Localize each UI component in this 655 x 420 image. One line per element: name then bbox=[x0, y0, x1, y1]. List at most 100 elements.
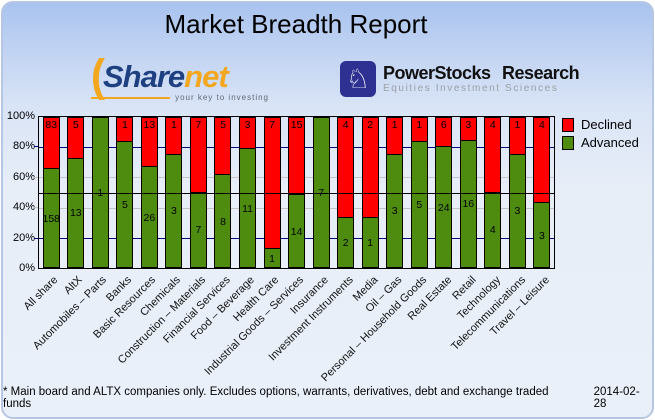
advanced-value-label: 7 bbox=[195, 224, 202, 237]
declined-value-label: 1 bbox=[416, 119, 423, 131]
sharenet-underline bbox=[91, 96, 171, 99]
y-tick-label-20: 20% bbox=[12, 231, 35, 244]
bar-segment-advanced bbox=[140, 166, 158, 268]
y-tick-mark-80 bbox=[34, 146, 38, 148]
bar-segment-advanced bbox=[239, 148, 257, 268]
bar-segment-declined bbox=[361, 117, 379, 218]
bar-slot: 6 24 bbox=[432, 117, 457, 268]
declined-value-label: 2 bbox=[367, 119, 374, 131]
bar-segment-declined bbox=[337, 117, 355, 218]
advanced-value-label: 1 bbox=[269, 252, 275, 265]
sharenet-arc-icon: ( bbox=[91, 50, 105, 101]
bar-segment-advanced bbox=[263, 248, 281, 268]
declined-value-label: 1 bbox=[121, 119, 128, 131]
declined-value-label: 5 bbox=[220, 119, 226, 131]
sharenet-wordmark-net: net bbox=[184, 59, 228, 94]
chess-knight-icon: ♘ bbox=[345, 63, 371, 95]
bar-segment-advanced bbox=[410, 141, 428, 268]
declined-value-label: 5 bbox=[72, 119, 79, 131]
declined-value-label: 4 bbox=[342, 119, 349, 131]
plot-area: 8315851311513261377583117115147422113156… bbox=[38, 116, 555, 269]
bar-slot: 3 11 bbox=[235, 117, 260, 268]
declined-value-label: 1 bbox=[391, 119, 398, 131]
bar-slot: 5 13 bbox=[64, 117, 89, 268]
bar-segment-advanced bbox=[435, 146, 453, 268]
declined-value-label: 7 bbox=[195, 119, 202, 131]
bar-slot: 15 14 bbox=[284, 117, 309, 268]
stacked-bar: 13 26 bbox=[140, 117, 158, 268]
footer: * Main board and ALTX companies only. Ex… bbox=[3, 386, 652, 410]
bar-segment-advanced bbox=[533, 202, 551, 268]
fifty-percent-line bbox=[39, 192, 554, 194]
legend-swatch-declined bbox=[562, 117, 574, 132]
advanced-value-label: 3 bbox=[391, 205, 398, 218]
stacked-bar: 3 16 bbox=[459, 117, 477, 268]
bar-segment-advanced bbox=[214, 174, 232, 268]
advanced-value-label: 3 bbox=[538, 229, 545, 242]
bar-segment-advanced bbox=[484, 191, 502, 268]
advanced-value-label: 24 bbox=[437, 201, 450, 214]
footer-date: 2014-02-28 bbox=[593, 386, 640, 410]
y-tick-mark-20 bbox=[34, 237, 38, 239]
y-tick-label-0: 0% bbox=[19, 262, 35, 274]
advanced-value-label: 11 bbox=[242, 202, 253, 215]
stacked-bar: 6 24 bbox=[435, 117, 453, 268]
legend-label-declined: Declined bbox=[581, 117, 632, 132]
sharenet-tagline: your key to investing bbox=[175, 93, 269, 102]
advanced-value-label: 2 bbox=[342, 236, 349, 249]
advanced-value-label: 5 bbox=[121, 199, 128, 212]
advanced-value-label: 8 bbox=[220, 215, 226, 228]
bar-segment-declined bbox=[263, 117, 281, 250]
bar-segment-advanced bbox=[386, 153, 404, 268]
y-tick-label-40: 40% bbox=[12, 201, 35, 214]
bar-slot: 3 16 bbox=[456, 117, 481, 268]
powerstocks-subtitle: Equities Investment Sciences bbox=[383, 82, 559, 94]
bar-slots: 8315851311513261377583117115147422113156… bbox=[39, 117, 554, 268]
page-title: Market Breadth Report bbox=[164, 9, 428, 39]
advanced-value-label: 5 bbox=[416, 199, 423, 212]
x-category-label: All share bbox=[21, 274, 61, 313]
legend-label-advanced: Advanced bbox=[581, 135, 639, 150]
declined-value-label: 3 bbox=[465, 119, 472, 131]
declined-value-label: 1 bbox=[514, 119, 521, 131]
declined-value-label: 4 bbox=[489, 119, 496, 131]
bar-segment-advanced bbox=[459, 139, 477, 268]
declined-value-label: 83 bbox=[45, 119, 58, 131]
sharenet-wordmark-share: Share bbox=[103, 59, 185, 94]
bar-segment-advanced bbox=[116, 141, 134, 268]
advanced-value-label: 13 bbox=[69, 207, 82, 220]
bar-segment-advanced bbox=[165, 153, 183, 268]
powerstocks-badge: ♘ bbox=[340, 61, 376, 97]
y-tick-label-100: 100% bbox=[6, 110, 35, 122]
bar-segment-advanced bbox=[508, 153, 526, 268]
bar-segment-advanced bbox=[337, 216, 355, 268]
advanced-value-label: 1 bbox=[367, 236, 374, 249]
stacked-bar: 3 11 bbox=[239, 117, 257, 268]
sharenet-logo: ( Share net your key to investing bbox=[91, 50, 269, 102]
advanced-value-label: 26 bbox=[143, 211, 156, 224]
y-tick-label-80: 80% bbox=[12, 140, 35, 153]
advanced-value-label: 158 bbox=[42, 212, 61, 225]
declined-value-label: 3 bbox=[244, 119, 251, 131]
bar-segment-advanced bbox=[189, 191, 207, 268]
